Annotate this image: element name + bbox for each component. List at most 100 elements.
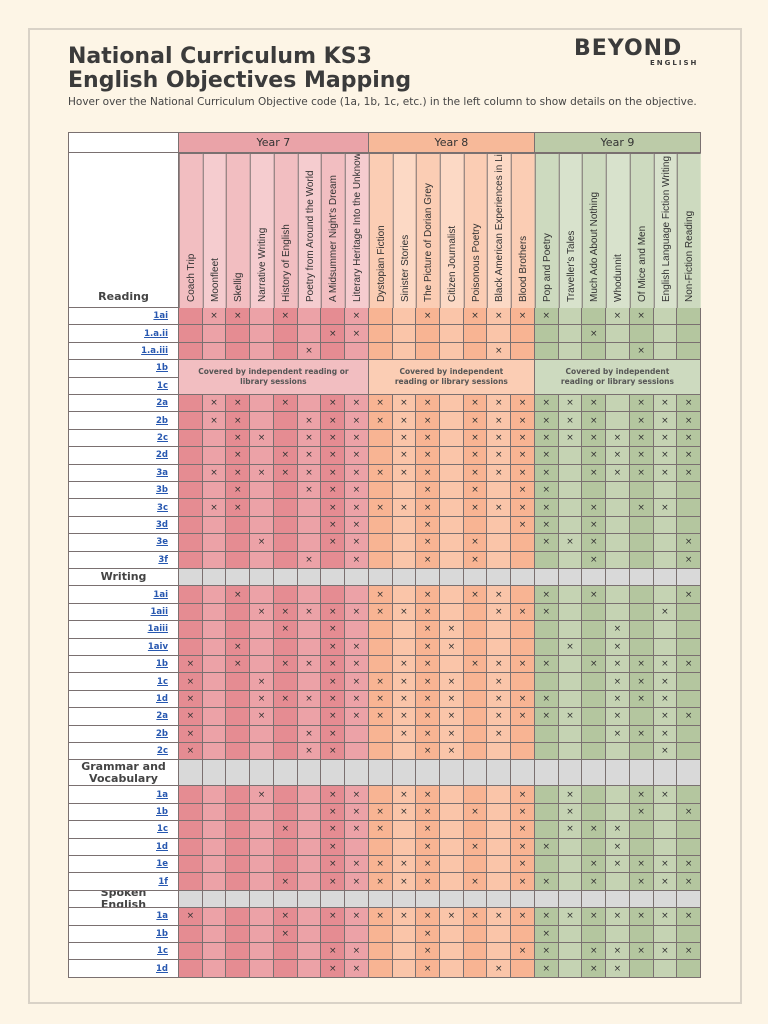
empty-cell [273, 325, 298, 343]
section-spacer [226, 760, 251, 787]
mark-cell: × [582, 464, 607, 482]
empty-cell [392, 821, 417, 839]
empty-cell [345, 925, 369, 943]
mark-cell: × [250, 708, 274, 726]
mark-cell: × [179, 725, 203, 743]
objective-code[interactable]: 3b [69, 482, 179, 500]
objective-code[interactable]: 1.a.iii [69, 342, 179, 361]
mark-cell: × [487, 342, 512, 361]
objective-code[interactable]: 1c [69, 821, 179, 839]
empty-cell [297, 534, 322, 552]
mark-cell: × [463, 429, 488, 448]
mark-cell: × [416, 482, 440, 500]
mark-cell: × [345, 673, 369, 691]
objective-code[interactable]: 1b [69, 803, 179, 822]
empty-cell [226, 925, 251, 943]
year-header: Year 7 [179, 133, 369, 153]
mark-cell: × [273, 821, 298, 839]
mark-cell: × [558, 534, 583, 552]
empty-cell [653, 325, 678, 343]
objective-code[interactable]: 1aii [69, 603, 179, 622]
column-header: Dystopian Fiction [368, 153, 393, 308]
objective-code[interactable]: 2b [69, 725, 179, 743]
objective-code[interactable]: 1a [69, 786, 179, 804]
objective-code[interactable]: 3e [69, 534, 179, 552]
objective-code[interactable]: 1c [69, 377, 179, 395]
section-spacer [463, 890, 488, 909]
empty-cell [226, 673, 251, 691]
objective-code[interactable]: 1b [69, 925, 179, 943]
mark-cell: × [250, 534, 274, 552]
objective-code[interactable]: 2c [69, 743, 179, 761]
empty-cell [416, 342, 440, 361]
mark-cell: × [345, 482, 369, 500]
empty-cell [273, 838, 298, 856]
mark-cell: × [653, 429, 678, 448]
mark-cell: × [487, 708, 512, 726]
objective-code[interactable]: 1ai [69, 586, 179, 604]
objective-code[interactable]: 1f [69, 873, 179, 891]
objective-code[interactable]: 3f [69, 551, 179, 569]
objective-code[interactable]: 1ai [69, 308, 179, 326]
empty-cell [440, 925, 464, 943]
mark-cell: × [416, 395, 440, 413]
empty-cell [677, 621, 701, 639]
empty-cell [345, 743, 369, 761]
objective-code[interactable]: 1d [69, 690, 179, 709]
objective-code[interactable]: 1aiv [69, 638, 179, 656]
mark-cell: × [558, 821, 583, 839]
section-header: Writing [69, 569, 179, 587]
empty-cell [202, 708, 227, 726]
empty-cell [368, 534, 393, 552]
section-spacer [606, 569, 630, 587]
mark-cell: × [606, 725, 630, 743]
objective-code[interactable]: 1a [69, 908, 179, 926]
mark-cell: × [416, 821, 440, 839]
empty-cell [629, 708, 654, 726]
section-spacer [202, 569, 227, 587]
mark-cell: × [606, 943, 630, 961]
mark-cell: × [677, 412, 701, 430]
objective-code[interactable]: 1.a.ii [69, 325, 179, 343]
mark-cell: × [226, 638, 251, 656]
mark-cell: × [368, 464, 393, 482]
empty-cell [202, 960, 227, 978]
empty-cell [582, 803, 607, 822]
mark-cell: × [582, 960, 607, 978]
empty-cell [392, 943, 417, 961]
mark-cell: × [558, 803, 583, 822]
mark-cell: × [416, 447, 440, 465]
mark-cell: × [653, 395, 678, 413]
objective-code[interactable]: 3c [69, 499, 179, 517]
objective-code[interactable]: 1d [69, 838, 179, 856]
objective-code[interactable]: 2b [69, 412, 179, 430]
mark-cell: × [273, 308, 298, 326]
objective-code[interactable]: 2a [69, 395, 179, 413]
mark-cell: × [416, 786, 440, 804]
objective-code[interactable]: 1b [69, 656, 179, 674]
empty-cell [273, 499, 298, 517]
objective-code[interactable]: 2a [69, 708, 179, 726]
objective-code[interactable]: 2d [69, 447, 179, 465]
objective-code[interactable]: 1b [69, 360, 179, 378]
mark-cell: × [392, 447, 417, 465]
objective-code[interactable]: 1e [69, 856, 179, 874]
mark-cell: × [416, 690, 440, 709]
empty-cell [463, 708, 488, 726]
empty-cell [463, 943, 488, 961]
objective-code[interactable]: 1aiii [69, 621, 179, 639]
empty-cell [297, 943, 322, 961]
section-header: Spoken English [69, 890, 179, 909]
empty-cell [202, 621, 227, 639]
column-header: A Midsummer Night's Dream [321, 153, 346, 308]
mark-cell: × [321, 325, 346, 343]
objective-code[interactable]: 1d [69, 960, 179, 978]
objective-code[interactable]: 1c [69, 673, 179, 691]
mark-cell: × [321, 803, 346, 822]
objective-code[interactable]: 2c [69, 429, 179, 448]
objective-code[interactable]: 3d [69, 516, 179, 535]
objective-code[interactable]: 3a [69, 464, 179, 482]
objective-code[interactable]: 1c [69, 943, 179, 961]
empty-cell [463, 821, 488, 839]
